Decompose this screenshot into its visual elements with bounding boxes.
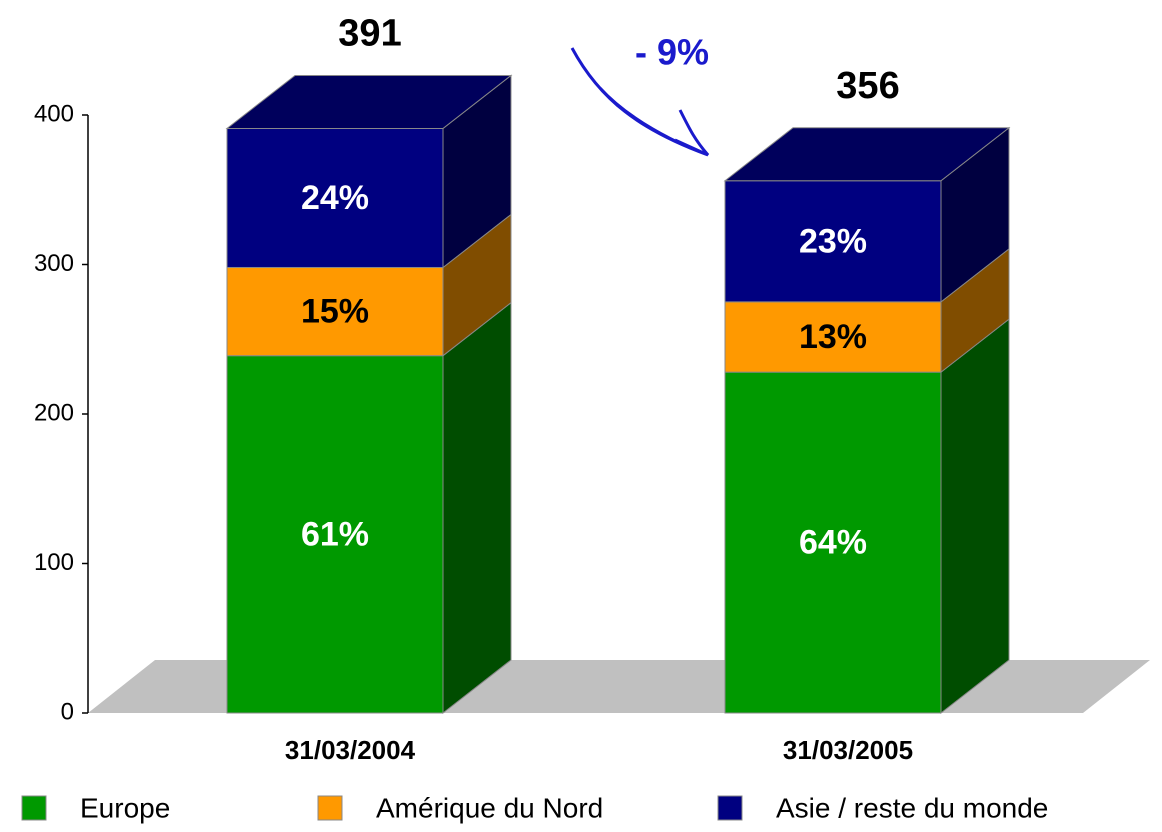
bar	[724, 371, 942, 714]
legend-swatch	[717, 795, 743, 821]
y-tick-label: 200	[34, 399, 74, 426]
legend-label: Europe	[80, 792, 170, 823]
legend-swatch	[21, 795, 47, 821]
segment-label: 61%	[301, 515, 369, 553]
bar	[226, 266, 444, 357]
y-tick-label: 0	[61, 698, 74, 725]
bar	[724, 301, 942, 373]
bar-side	[442, 301, 512, 715]
segment-label: 23%	[799, 222, 867, 260]
bar-top	[225, 74, 513, 129]
x-tick-label: 31/03/2004	[285, 735, 416, 765]
segment-label: 24%	[301, 179, 369, 217]
bar-top	[723, 127, 1011, 182]
bar	[226, 127, 444, 268]
segment-label: 13%	[799, 318, 867, 356]
segment-label: 64%	[799, 524, 867, 562]
legend-label: Asie / reste du monde	[776, 792, 1048, 823]
bar-side	[940, 318, 1010, 715]
segment-label: 15%	[301, 293, 369, 331]
total-label: 391	[338, 12, 401, 54]
annotation: - 9%	[635, 32, 709, 73]
total-label: 356	[836, 65, 899, 107]
legend-swatch	[317, 795, 343, 821]
y-tick-label: 100	[34, 549, 74, 576]
legend-label: Amérique du Nord	[376, 792, 603, 823]
bar	[724, 180, 942, 303]
y-tick-label: 300	[34, 250, 74, 277]
bar	[226, 355, 444, 714]
y-tick-label: 400	[34, 100, 74, 127]
x-tick-label: 31/03/2005	[783, 735, 913, 765]
trend-arrow	[570, 47, 710, 157]
